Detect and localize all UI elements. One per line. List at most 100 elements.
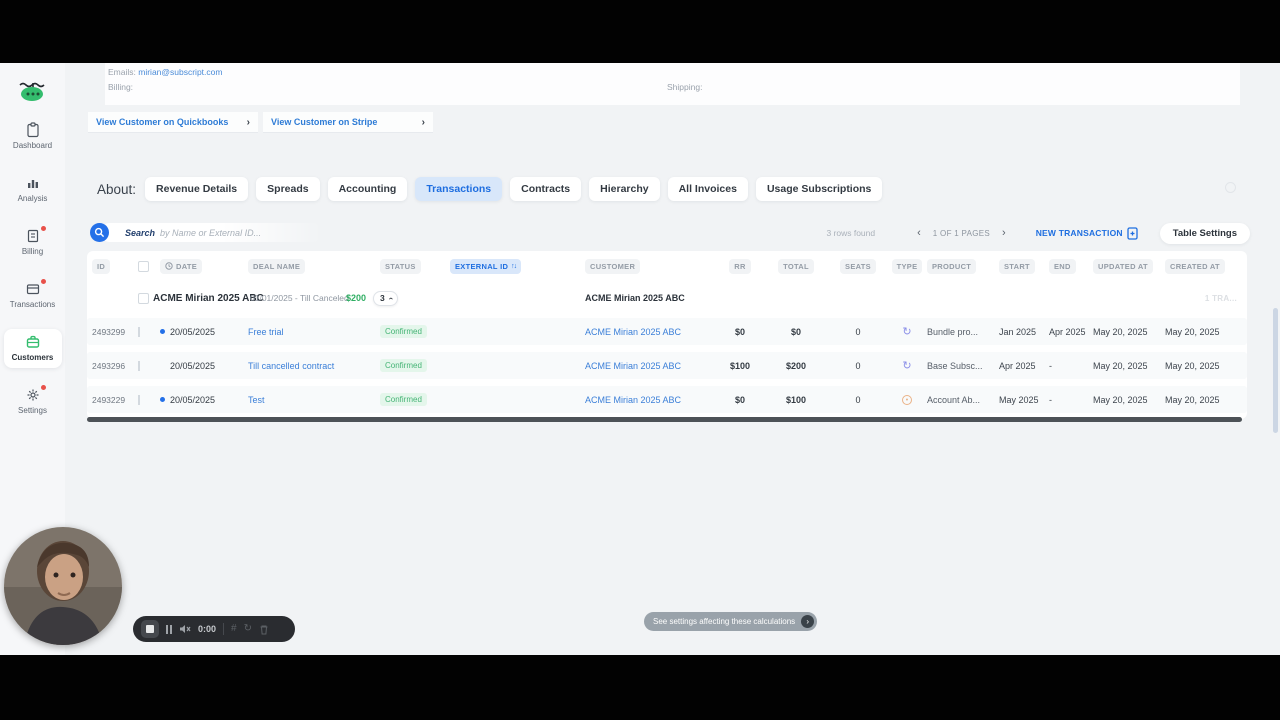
column-header-rr[interactable]: RR — [717, 258, 763, 274]
cell-seats: 0 — [855, 394, 861, 405]
pause-button[interactable] — [166, 624, 172, 634]
previous-page-button[interactable]: ‹ — [917, 227, 921, 239]
restart-recording-button[interactable]: ↻ — [243, 623, 252, 634]
recorder-toolbar: 0:00 # ↻ — [133, 616, 295, 642]
sidebar-item-transactions[interactable]: Transactions — [4, 276, 62, 315]
next-page-button[interactable]: › — [1002, 227, 1006, 239]
sidebar-item-label: Settings — [18, 406, 47, 415]
cell-start: Jan 2025 — [999, 326, 1037, 337]
tab-accounting[interactable]: Accounting — [327, 177, 408, 201]
group-transaction-count-label: 1 TRA... — [1204, 293, 1237, 303]
sidebar-item-customers[interactable]: Customers — [3, 329, 62, 368]
cell-end: - — [1049, 394, 1052, 405]
column-header-seats[interactable]: SEATS — [829, 258, 887, 274]
search-button[interactable] — [90, 223, 109, 242]
column-header-start[interactable]: START — [999, 258, 1049, 274]
delete-recording-button[interactable] — [259, 624, 269, 635]
group-customer: ACME Mirian 2025 ABC — [585, 293, 685, 303]
sidebar-item-label: Transactions — [9, 300, 56, 309]
cell-deal-name-link[interactable]: Free trial — [248, 326, 284, 337]
column-header-end[interactable]: END — [1049, 258, 1093, 274]
group-deal-name[interactable]: ACME Mirian 2025 ABC — [153, 292, 264, 304]
letterbox-bottom — [0, 655, 1280, 720]
cell-product: Account Ab... — [927, 394, 981, 405]
tab-usage-subscriptions[interactable]: Usage Subscriptions — [755, 177, 883, 201]
sidebar-item-analysis[interactable]: Analysis — [4, 170, 62, 209]
select-all-checkbox[interactable] — [138, 260, 149, 272]
cell-id: 2493299 — [92, 326, 126, 337]
row-checkbox[interactable] — [138, 394, 140, 405]
cell-customer-link[interactable]: ACME Mirian 2025 ABC — [585, 360, 682, 371]
cell-start: Apr 2025 — [999, 360, 1036, 371]
sidebar-item-label: Dashboard — [12, 141, 53, 150]
group-collapse-toggle[interactable]: 3 › — [373, 290, 399, 306]
row-checkbox[interactable] — [138, 292, 149, 304]
tab-spreads[interactable]: Spreads — [256, 177, 320, 201]
about-label: About: — [97, 181, 137, 197]
vertical-scrollbar[interactable] — [1273, 308, 1278, 433]
row-checkbox[interactable] — [138, 326, 140, 337]
column-header-customer[interactable]: CUSTOMER — [585, 258, 717, 274]
cell-end: - — [1049, 360, 1052, 371]
table-row[interactable]: 2493296 20/05/2025 Till cancelled contra… — [87, 352, 1247, 379]
sidebar-item-billing[interactable]: Billing — [4, 223, 62, 262]
cell-status: Confirmed — [380, 359, 450, 372]
column-header-total[interactable]: TOTAL — [763, 258, 829, 274]
cell-type: ↻ — [887, 359, 927, 372]
select-all-checkbox-cell — [138, 260, 160, 272]
cell-updated-at: May 20, 2025 — [1093, 360, 1148, 371]
column-header-external-id[interactable]: EXTERNAL ID ↑↓ — [450, 258, 585, 274]
table-row[interactable]: 2493229 20/05/2025 Test Confirmed ACME M… — [87, 386, 1247, 413]
column-header-created-at[interactable]: CREATED AT — [1165, 258, 1247, 274]
letterbox-top — [0, 0, 1280, 63]
view-customer-stripe-link[interactable]: View Customer on Stripe › — [263, 112, 433, 133]
horizontal-scrollbar[interactable] — [87, 417, 1242, 422]
sidebar-item-dashboard[interactable]: Dashboard — [4, 117, 62, 156]
contract-group-row[interactable]: ACME Mirian 2025 ABC 01/01/2025 - Till C… — [87, 285, 1247, 311]
help-circle-icon — [1225, 182, 1236, 193]
column-header-status[interactable]: STATUS — [380, 258, 450, 274]
chevron-right-icon: › — [421, 116, 425, 128]
settings-callout[interactable]: See settings affecting these calculation… — [644, 612, 818, 631]
new-transaction-button[interactable]: NEW TRANSACTION — [1036, 226, 1138, 240]
chevron-right-circle-button[interactable]: › — [801, 615, 815, 628]
cell-customer-link[interactable]: ACME Mirian 2025 ABC — [585, 394, 682, 405]
cell-date: 20/05/2025 — [160, 327, 248, 337]
mute-icon[interactable] — [179, 624, 191, 634]
app-window: Dashboard Analysis Billing — [0, 63, 1280, 655]
tab-all-invoices[interactable]: All Invoices — [667, 177, 748, 201]
billing-label: Billing: — [108, 82, 134, 92]
view-customer-quickbooks-link[interactable]: View Customer on Quickbooks › — [88, 112, 258, 133]
cell-customer-link[interactable]: ACME Mirian 2025 ABC — [585, 326, 682, 337]
unread-dot-icon — [160, 329, 165, 334]
sidebar-item-settings[interactable]: Settings — [4, 382, 62, 421]
stop-icon — [146, 625, 154, 633]
webcam-preview[interactable] — [4, 527, 122, 645]
table-settings-button[interactable]: Table Settings — [1159, 222, 1250, 244]
search-input[interactable]: Search by Name or External ID... — [100, 223, 322, 242]
column-header-type[interactable]: TYPE — [887, 258, 927, 274]
customer-email-link[interactable]: mirian@subscript.com — [138, 67, 223, 77]
row-checkbox[interactable] — [138, 360, 140, 371]
group-count: 3 — [380, 293, 385, 303]
quickbooks-link-label: View Customer on Quickbooks — [96, 117, 229, 127]
stop-recording-button[interactable] — [141, 620, 159, 638]
notification-dot — [40, 226, 46, 231]
table-row[interactable]: 2493299 20/05/2025 Free trial Confirmed … — [87, 318, 1247, 345]
column-header-product[interactable]: PRODUCT — [927, 258, 999, 274]
search-icon — [94, 227, 105, 238]
tab-hierarchy[interactable]: Hierarchy — [589, 177, 660, 201]
tab-revenue-details[interactable]: Revenue Details — [145, 177, 249, 201]
blur-background-button[interactable]: # — [231, 623, 237, 634]
tab-transactions[interactable]: Transactions — [415, 177, 503, 201]
group-amount: $200 — [346, 293, 367, 303]
column-header-id[interactable]: ID — [92, 258, 138, 274]
cell-id: 2493229 — [92, 394, 126, 405]
tab-contracts[interactable]: Contracts — [510, 177, 582, 201]
cell-deal-name-link[interactable]: Till cancelled contract — [248, 360, 335, 371]
cell-deal-name-link[interactable]: Test — [248, 394, 265, 405]
column-header-updated-at[interactable]: UPDATED AT — [1093, 258, 1165, 274]
column-header-deal-name[interactable]: DEAL NAME — [248, 258, 380, 274]
main-content: Emails: mirian@subscript.com Billing: Sh… — [65, 63, 1280, 655]
column-header-date[interactable]: DATE — [160, 258, 248, 274]
